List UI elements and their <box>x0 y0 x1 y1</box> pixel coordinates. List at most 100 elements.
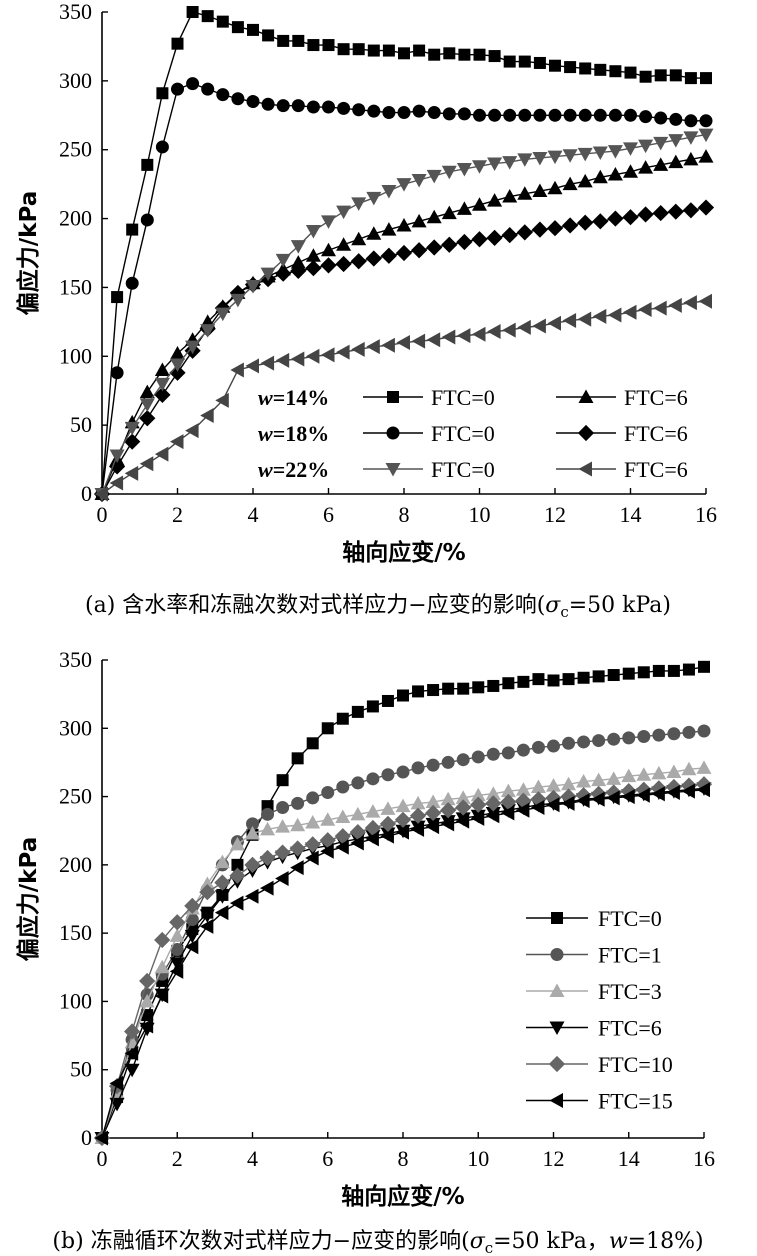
y-tick-label: 0 <box>81 481 92 506</box>
data-point <box>290 255 306 269</box>
data-point <box>351 341 365 357</box>
data-point <box>592 213 609 230</box>
data-point <box>230 362 244 378</box>
data-point <box>441 205 457 220</box>
data-point <box>532 318 546 334</box>
data-point <box>413 44 426 57</box>
data-point <box>292 34 305 47</box>
data-point <box>425 794 441 809</box>
data-point <box>381 185 397 199</box>
data-point <box>683 295 697 311</box>
data-point <box>577 147 593 162</box>
data-point <box>229 895 244 911</box>
data-point <box>623 142 638 156</box>
data-point <box>485 786 501 800</box>
data-point <box>485 808 500 824</box>
data-point <box>169 928 185 942</box>
legend-item: FTC=0 <box>363 385 495 410</box>
caption-subscript: c <box>560 603 568 621</box>
caption-subscript: c <box>485 1239 493 1256</box>
data-point <box>682 663 695 676</box>
data-point <box>547 674 560 687</box>
data-point <box>426 758 440 772</box>
data-point <box>683 131 699 145</box>
data-point <box>548 108 562 122</box>
legend-group-label: w=14% <box>258 385 329 410</box>
data-point <box>682 725 696 739</box>
data-point <box>636 767 652 781</box>
data-point <box>141 1009 154 1022</box>
data-point <box>215 307 231 322</box>
data-point <box>398 47 410 60</box>
data-point <box>290 351 305 367</box>
x-tick-label: 8 <box>399 502 410 527</box>
data-point <box>576 793 590 809</box>
data-point <box>185 340 201 355</box>
data-point <box>319 832 336 849</box>
data-point <box>320 812 336 826</box>
data-point <box>698 660 710 673</box>
data-point <box>426 239 443 256</box>
data-point <box>531 221 548 238</box>
data-point <box>245 825 260 840</box>
data-point <box>606 771 622 785</box>
legend-item: FTC=6 <box>556 385 688 410</box>
data-point <box>547 150 563 165</box>
y-axis-title: 偏应力/kPa <box>15 191 42 315</box>
data-point <box>442 682 455 695</box>
data-point <box>561 795 575 811</box>
series-ftc-0-4 <box>94 128 714 502</box>
data-point <box>532 151 548 166</box>
data-point <box>501 746 515 760</box>
data-point <box>276 800 290 814</box>
data-point <box>666 784 680 800</box>
data-point <box>274 844 291 861</box>
legend-marker <box>549 1021 565 1035</box>
data-point <box>261 97 275 111</box>
data-point <box>473 108 486 122</box>
data-point <box>231 92 245 106</box>
data-point <box>621 768 637 783</box>
data-point <box>366 772 380 786</box>
data-point <box>668 134 684 148</box>
data-point <box>275 253 291 268</box>
data-point <box>305 248 321 262</box>
data-point <box>169 364 186 381</box>
caption-text: =50 kPa) <box>569 593 671 618</box>
data-point <box>169 957 185 971</box>
chart-panel-a: 0 50 100 150 200 250 300 350 0 2 4 6 8 10 12 14 16 轴向应变/%… <box>15 0 717 566</box>
data-point <box>154 386 171 403</box>
data-point <box>395 824 409 840</box>
data-point <box>306 791 320 805</box>
y-tick-label: 250 <box>59 784 92 809</box>
data-point <box>575 787 592 804</box>
data-point <box>216 88 230 102</box>
data-point <box>545 789 562 807</box>
data-point <box>592 308 607 324</box>
data-point <box>350 253 367 270</box>
data-point <box>199 909 215 923</box>
data-point <box>352 43 365 56</box>
data-point <box>139 993 155 1008</box>
data-point <box>561 776 577 791</box>
data-point <box>411 333 426 349</box>
data-point <box>275 819 291 833</box>
data-point <box>427 106 441 120</box>
data-point <box>579 62 592 75</box>
data-point <box>698 128 714 143</box>
data-point <box>515 802 530 818</box>
data-point <box>654 69 667 82</box>
data-point <box>229 867 246 884</box>
data-point <box>94 1130 108 1146</box>
data-point <box>246 95 260 109</box>
y-tick-label: 100 <box>59 988 92 1013</box>
data-point <box>456 201 472 215</box>
data-point <box>380 828 394 844</box>
data-point <box>456 233 473 251</box>
data-point <box>502 189 518 203</box>
data-point <box>666 764 682 778</box>
y-tick-label: 200 <box>59 206 92 231</box>
y-tick-label: 0 <box>81 1125 92 1150</box>
data-point <box>684 72 697 85</box>
caption-text: =50 kPa， <box>493 1229 609 1254</box>
